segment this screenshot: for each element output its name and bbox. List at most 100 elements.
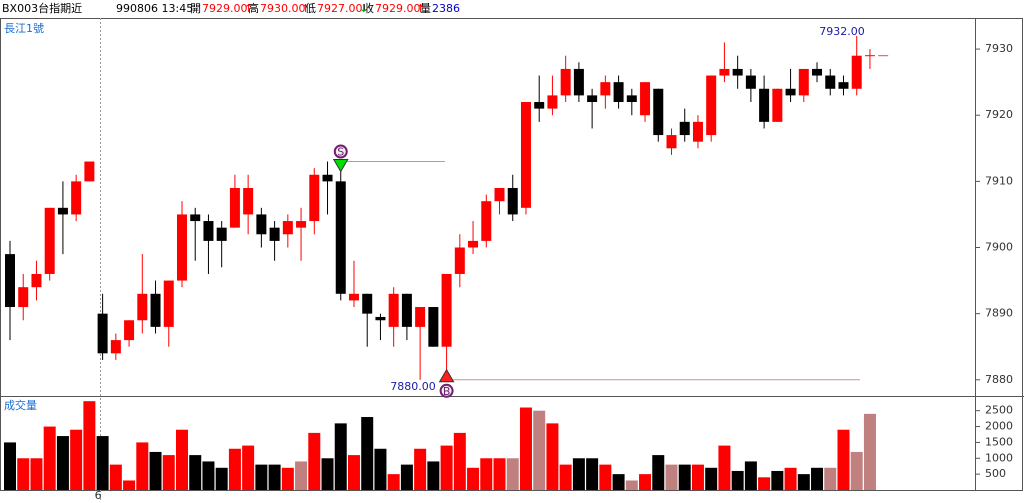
volume-bar [189, 455, 202, 490]
candle-body [362, 293, 373, 314]
candle-body [44, 207, 55, 274]
candle-body [534, 101, 545, 109]
volume-bar [506, 458, 519, 490]
x-tick-label: 6 [95, 489, 102, 502]
volume-bar [228, 448, 241, 490]
volume-bar [255, 464, 268, 490]
header-arrow: ↑ [244, 2, 253, 15]
candle-body [309, 174, 320, 222]
volume-bar [96, 436, 109, 490]
volume-bar [467, 467, 480, 490]
header-item: 990806 13:45 [116, 2, 193, 15]
volume-bar [162, 455, 175, 490]
volume-bar [612, 474, 625, 490]
header-item: 7927.00 [317, 2, 363, 15]
candle-body [203, 221, 214, 241]
header-item: 收 [363, 1, 374, 15]
signal-marker [438, 368, 455, 383]
volume-bar [731, 470, 744, 490]
candle-body [745, 75, 756, 89]
volume-bar [678, 464, 691, 490]
signal-label: S [337, 146, 344, 159]
volume-bar [572, 458, 585, 490]
candle-body [653, 88, 664, 136]
candle-body [296, 221, 307, 228]
volume-bar [123, 480, 136, 490]
volume-bar [374, 448, 387, 490]
candle-body [547, 95, 558, 109]
y-tick-label: 7890 [985, 307, 1013, 320]
candle-body [229, 187, 240, 228]
volume-bar [625, 480, 638, 490]
volume-bar [797, 474, 810, 490]
volume-bar [691, 464, 704, 490]
price-annotation: 7932.00 [819, 25, 865, 38]
candle-body [256, 214, 267, 235]
volume-bar [824, 467, 837, 490]
volume-bar [400, 464, 413, 490]
candle-body [428, 307, 439, 347]
volume-bar [480, 458, 493, 490]
candle-body [415, 307, 426, 327]
candle-body [150, 293, 161, 327]
header-arrow: ↑ [301, 2, 310, 15]
header: BX003台指期近 990806 13:45開 7929.00 高 7930.00 低 79… [2, 1, 460, 15]
header-item: 開 [190, 2, 201, 15]
header-item: 高 [248, 1, 259, 15]
volume-bar [453, 432, 466, 490]
candle-body [759, 88, 770, 122]
candle-body [176, 214, 187, 281]
candle-body [798, 68, 809, 96]
candle-body [494, 187, 505, 202]
volume-bar [599, 464, 612, 490]
candle-body [626, 95, 637, 102]
header-item: BX003台指期近 [2, 1, 82, 15]
volume-bar [414, 448, 427, 490]
volume-bar [215, 467, 228, 490]
volume-bar [559, 464, 572, 490]
y-tick-label: 7910 [985, 174, 1013, 187]
header-arrow: ↑ [416, 2, 425, 15]
candle-body [732, 68, 743, 76]
header-item: 7930.00 [260, 2, 306, 15]
y-tick-label: 2000 [985, 420, 1013, 433]
candle-body [812, 68, 823, 76]
volume-bar [295, 461, 308, 490]
y-tick-label: 2500 [985, 404, 1013, 417]
volume-bar [533, 410, 546, 490]
volume-bar [347, 455, 360, 490]
panel-title: 成交量 [4, 398, 37, 412]
volume-bar [361, 417, 374, 490]
volume-bar [30, 458, 43, 490]
candle-body [163, 280, 174, 327]
volume-bar [334, 423, 347, 490]
header-item: 量 [420, 2, 431, 15]
volume-bar [242, 445, 255, 490]
volume-bar [837, 429, 850, 490]
volume-bar [308, 432, 321, 490]
candle-body [692, 121, 703, 142]
candle-body [441, 273, 452, 347]
volume-bar [850, 451, 863, 490]
candle-body [613, 82, 624, 102]
candle-body [468, 240, 479, 248]
volume-bar [268, 464, 281, 490]
candle-body [282, 221, 293, 235]
candle-body [573, 68, 584, 96]
candle-body [190, 214, 201, 222]
y-tick-label: 7920 [985, 108, 1013, 121]
volume-bar [744, 461, 757, 490]
volume-bar [387, 474, 400, 490]
candle-body [401, 293, 412, 327]
volume-bar [771, 470, 784, 490]
panel-title: 長江1號 [4, 22, 44, 35]
price-annotation: 7880.00 [390, 380, 436, 393]
volume-bar [17, 458, 30, 490]
volume-bar [109, 464, 122, 490]
volume-bar [586, 458, 599, 490]
volume-bar [705, 467, 718, 490]
volume-bar [321, 458, 334, 490]
candle-body [348, 293, 359, 301]
signal-badge [333, 144, 348, 159]
